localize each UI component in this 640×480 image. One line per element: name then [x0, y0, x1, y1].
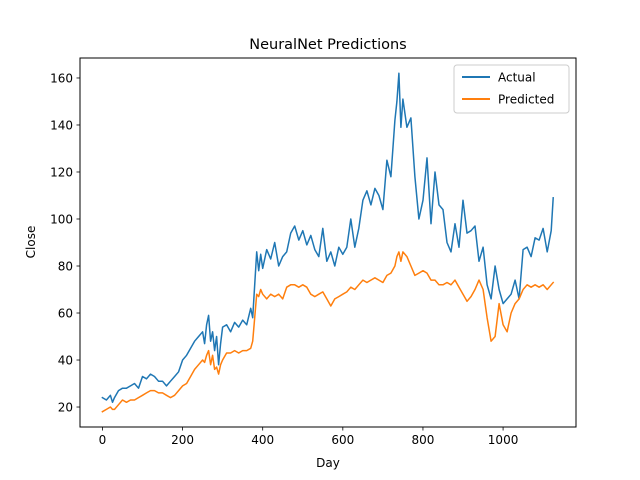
series-line-actual	[101, 72, 554, 404]
plot-frame	[79, 57, 577, 428]
y-tick-label: 80	[58, 259, 73, 273]
x-tick-label: 0	[99, 433, 107, 447]
series-line-predicted	[101, 251, 555, 413]
y-axis-label: Close	[24, 226, 38, 259]
x-axis-label: Day	[316, 456, 340, 470]
series-layer	[101, 72, 555, 413]
x-tick-label: 800	[412, 433, 435, 447]
y-tick-label: 40	[58, 353, 73, 367]
legend-label-predicted: Predicted	[498, 92, 554, 106]
y-tick-label: 120	[50, 165, 73, 179]
legend-label-actual: Actual	[498, 70, 536, 84]
y-tick-label: 160	[50, 71, 73, 85]
y-tick-label: 100	[50, 212, 73, 226]
x-tick-label: 200	[171, 433, 194, 447]
y-tick-label: 20	[58, 400, 73, 414]
x-tick-label: 1000	[488, 433, 519, 447]
chart-title: NeuralNet Predictions	[249, 37, 406, 53]
x-tick-label: 600	[331, 433, 354, 447]
y-tick-label: 60	[58, 306, 73, 320]
y-axis: 20 40 60 80 100 120 140 160	[50, 71, 80, 414]
y-tick-label: 140	[50, 118, 73, 132]
x-axis: 0 200 400 600 800 1000	[99, 427, 519, 447]
x-tick-label: 400	[251, 433, 274, 447]
legend: Actual Predicted	[453, 64, 570, 114]
